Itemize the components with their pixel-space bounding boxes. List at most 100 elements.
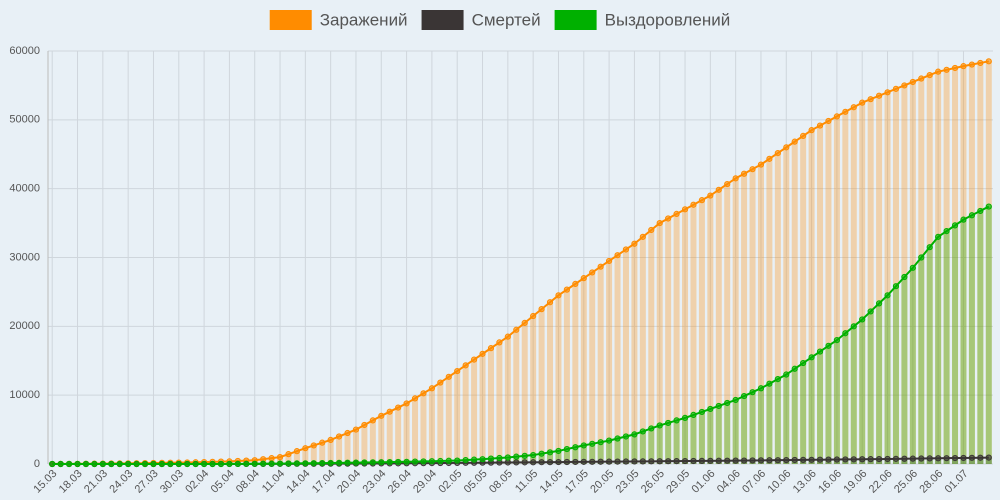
bar <box>749 392 756 464</box>
point <box>546 449 554 456</box>
point <box>378 412 385 419</box>
point <box>563 286 571 293</box>
bar <box>589 272 596 464</box>
point <box>285 460 292 467</box>
point <box>935 68 942 75</box>
bar <box>808 357 815 464</box>
x-tick-label: 08.04 <box>234 468 262 496</box>
point <box>158 460 166 468</box>
point <box>580 458 587 465</box>
point <box>597 458 604 465</box>
point <box>783 144 790 151</box>
point <box>513 459 520 466</box>
point <box>715 402 722 410</box>
x-tick-label: 15.03 <box>31 468 59 496</box>
bar <box>538 309 545 464</box>
bar <box>690 204 697 465</box>
point <box>665 215 672 222</box>
point <box>757 161 765 168</box>
x-tick-label: 04.06 <box>715 468 743 496</box>
bar <box>319 442 326 464</box>
bar <box>547 302 554 464</box>
bar <box>631 243 638 464</box>
point <box>192 460 199 468</box>
point <box>724 457 731 464</box>
bar <box>445 376 452 464</box>
point <box>470 356 478 363</box>
point <box>310 460 317 467</box>
point <box>926 244 933 251</box>
bar <box>968 215 975 464</box>
point <box>302 460 309 467</box>
point <box>816 122 824 129</box>
point <box>875 455 883 463</box>
bar <box>555 295 562 464</box>
point <box>960 216 967 223</box>
bar <box>715 189 722 465</box>
bar <box>825 345 832 464</box>
point <box>977 207 984 215</box>
bar <box>757 388 764 464</box>
point <box>513 326 520 333</box>
point <box>909 455 916 462</box>
point <box>825 456 832 463</box>
bar <box>310 445 317 464</box>
point <box>428 458 436 465</box>
point <box>808 456 815 463</box>
x-tick-label: 28.06 <box>917 468 945 496</box>
point <box>774 457 781 464</box>
bar <box>403 403 410 464</box>
point <box>420 458 427 465</box>
point <box>774 376 781 383</box>
point <box>749 389 756 396</box>
bar <box>774 153 781 465</box>
point <box>521 319 528 326</box>
x-tick-label: 23.04 <box>361 468 389 496</box>
point <box>437 457 444 465</box>
point <box>572 280 579 287</box>
point <box>479 456 486 463</box>
x-tick-label: 02.04 <box>183 468 211 496</box>
point <box>504 333 511 340</box>
point <box>327 459 334 467</box>
bar <box>918 257 925 464</box>
bar <box>572 447 579 464</box>
point <box>462 362 469 369</box>
point <box>648 226 655 234</box>
bar <box>960 66 967 464</box>
point <box>555 447 562 455</box>
point <box>766 155 773 162</box>
x-tick-label: 18.03 <box>57 468 85 496</box>
x-tick-label: 13.06 <box>791 468 819 496</box>
point <box>167 460 174 468</box>
point <box>369 459 376 466</box>
point <box>504 454 511 461</box>
point <box>580 275 587 282</box>
bar <box>842 333 849 464</box>
bar <box>698 200 705 465</box>
point <box>859 316 866 323</box>
point <box>935 455 942 462</box>
point <box>825 117 832 125</box>
bar <box>352 429 359 464</box>
bar <box>606 440 613 464</box>
point <box>546 459 554 466</box>
point <box>302 445 309 452</box>
point <box>403 458 410 465</box>
point <box>833 113 841 120</box>
bar <box>597 266 604 464</box>
bar <box>302 448 309 464</box>
point <box>968 61 976 68</box>
point <box>943 455 950 462</box>
bar <box>943 69 950 465</box>
point <box>909 78 916 86</box>
point <box>740 392 748 400</box>
bar <box>850 107 857 464</box>
point <box>572 458 579 466</box>
point <box>825 342 832 349</box>
point <box>260 460 267 467</box>
point <box>285 451 292 458</box>
point <box>521 459 528 466</box>
legend-swatch <box>269 10 312 30</box>
